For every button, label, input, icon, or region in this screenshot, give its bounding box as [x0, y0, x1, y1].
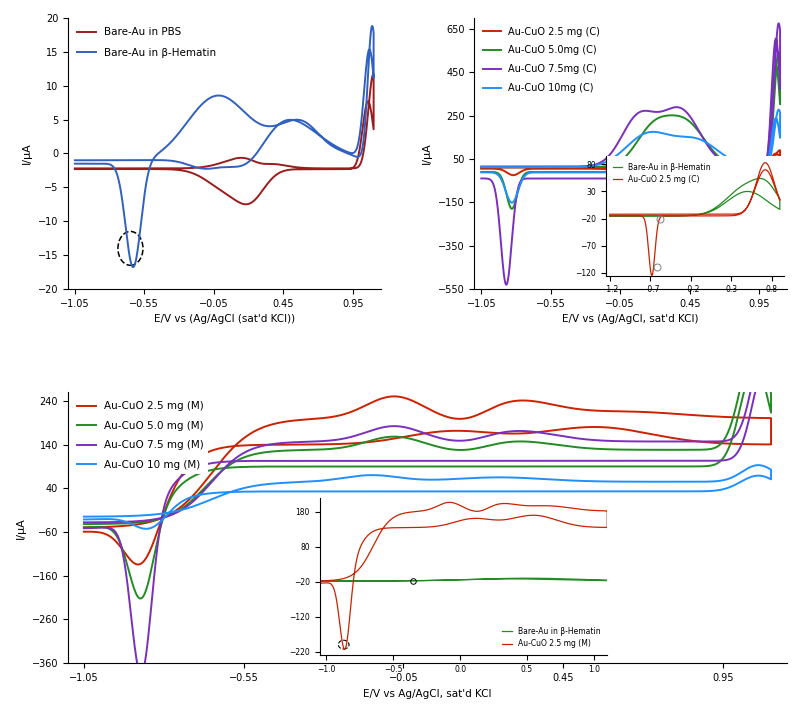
Text: C: C [72, 400, 84, 418]
X-axis label: E/V vs (Ag/AgCl (sat'd KCl)): E/V vs (Ag/AgCl (sat'd KCl)) [153, 314, 295, 324]
Legend: Au-CuO 2.5 mg (C), Au-CuO 5.0mg (C), Au-CuO 7.5mg (C), Au-CuO 10mg (C): Au-CuO 2.5 mg (C), Au-CuO 5.0mg (C), Au-… [479, 23, 604, 97]
Legend: Bare-Au in PBS, Bare-Au in β-Hematin: Bare-Au in PBS, Bare-Au in β-Hematin [74, 23, 221, 62]
Y-axis label: I/μA: I/μA [423, 143, 432, 164]
Legend: Au-CuO 2.5 mg (M), Au-CuO 5.0 mg (M), Au-CuO 7.5 mg (M), Au-CuO 10 mg (M): Au-CuO 2.5 mg (M), Au-CuO 5.0 mg (M), Au… [74, 397, 209, 474]
Y-axis label: I/μA: I/μA [16, 517, 26, 538]
Y-axis label: I/μA: I/μA [22, 143, 32, 164]
X-axis label: E/V vs Ag/AgCl, sat'd KCl: E/V vs Ag/AgCl, sat'd KCl [364, 688, 491, 698]
Text: B: B [481, 26, 493, 44]
Text: A: A [74, 26, 87, 44]
X-axis label: E/V vs (Ag/AgCl, sat'd KCl): E/V vs (Ag/AgCl, sat'd KCl) [562, 314, 699, 324]
